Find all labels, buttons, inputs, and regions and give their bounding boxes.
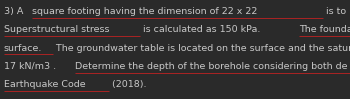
Text: Superstructural stress: Superstructural stress — [4, 25, 109, 34]
Text: The groundwater table is located on the surface and the saturated unit weight of: The groundwater table is located on the … — [53, 44, 350, 53]
Text: is calculated as 150 kPa.: is calculated as 150 kPa. — [140, 25, 263, 34]
Text: The foundation will rest at the depth of 2 m from the: The foundation will rest at the depth of… — [299, 25, 350, 34]
Text: 3) A: 3) A — [4, 7, 26, 16]
Text: 17 kN/m3 .: 17 kN/m3 . — [4, 62, 59, 71]
Text: square footing having the dimension of 22 x 22: square footing having the dimension of 2… — [32, 7, 258, 16]
Text: (2018).: (2018). — [109, 80, 146, 89]
Text: Earthquake Code: Earthquake Code — [4, 80, 85, 89]
Text: is to be: is to be — [323, 7, 350, 16]
Text: surface.: surface. — [4, 44, 42, 53]
Text: Determine the depth of the borehole considering both de Beer’s rule and the Turk: Determine the depth of the borehole cons… — [75, 62, 350, 71]
